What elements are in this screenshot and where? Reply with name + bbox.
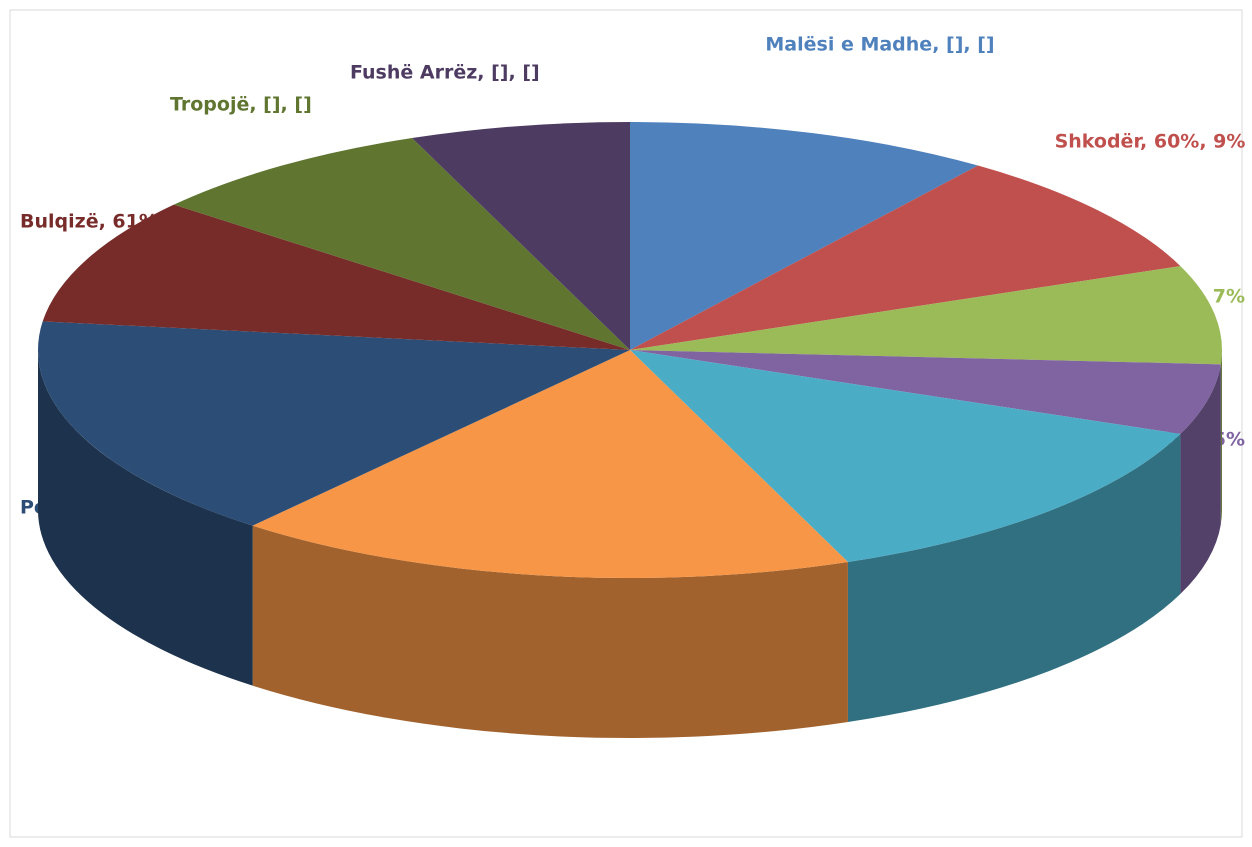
data-label: Shkodër, 60%, 9% (1055, 131, 1246, 153)
slice (38, 321, 631, 526)
data-label: Malësi e Madhe, [], [] (765, 34, 994, 56)
slice (42, 204, 631, 350)
slice-side (252, 525, 848, 738)
slice-side (1180, 364, 1221, 594)
slice (252, 350, 848, 578)
data-label: Tropojë, [], [] (170, 94, 312, 116)
slice (630, 350, 1181, 562)
slice (630, 122, 978, 350)
slice (173, 138, 631, 350)
slice (412, 122, 630, 350)
slice-side (1220, 350, 1222, 525)
slice (630, 266, 1222, 365)
slice-side (847, 433, 1181, 722)
slice (630, 350, 1221, 434)
slice (630, 165, 1181, 350)
data-label: Fushë Arrëz, [], [] (350, 62, 540, 84)
slice-side (38, 350, 253, 686)
